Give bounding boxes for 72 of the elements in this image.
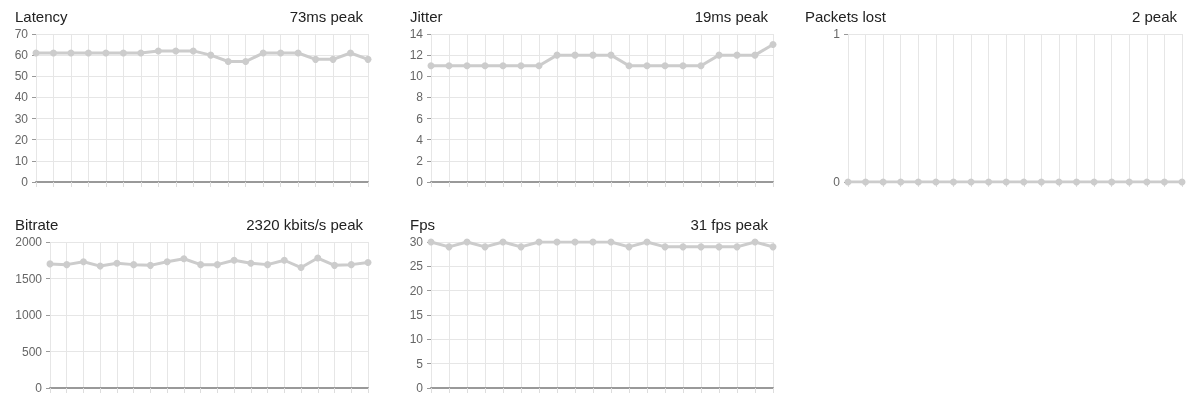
point	[230, 256, 238, 264]
chart-title: Latency	[15, 8, 69, 25]
point	[280, 256, 288, 264]
y-tick-label: 1500	[15, 271, 43, 286]
y-tick-label: 14	[409, 27, 424, 41]
point	[697, 62, 705, 70]
y-tick-label: 50	[14, 69, 29, 84]
point	[347, 261, 355, 269]
y-tick-label: 1	[833, 27, 841, 41]
chart-title: Jitter	[410, 8, 443, 25]
chart-subtitle: 31 fps peak	[690, 216, 769, 233]
chart-subtitle: 2 peak	[1131, 8, 1178, 25]
point	[297, 264, 305, 272]
point	[481, 62, 489, 70]
point	[643, 62, 651, 70]
y-tick-label: 25	[409, 259, 424, 274]
point	[163, 258, 171, 266]
y-tick-label: 8	[416, 90, 424, 105]
y-tick-label: 10	[409, 332, 424, 347]
point	[427, 62, 435, 70]
y-tick-label: 0	[21, 175, 29, 189]
y-tick-label: 0	[35, 381, 43, 395]
y-tick-label: 10	[409, 69, 424, 84]
y-tick-label: 30	[409, 235, 424, 249]
point	[146, 261, 154, 269]
point	[535, 62, 543, 70]
y-tick-label: 15	[409, 308, 424, 322]
point	[364, 258, 372, 266]
point	[197, 261, 205, 269]
y-tick-label: 6	[416, 111, 424, 126]
y-tick-label: 20	[409, 283, 424, 298]
y-tick-label: 500	[21, 344, 43, 359]
chart-title: Packets lost	[805, 8, 887, 25]
chart-subtitle: 73ms peak	[289, 8, 364, 25]
point	[463, 62, 471, 70]
y-tick-label: 10	[14, 153, 29, 168]
y-tick-label: 4	[416, 132, 424, 147]
point	[63, 261, 71, 269]
point	[79, 258, 87, 266]
chart-title: Fps	[410, 216, 436, 233]
y-tick-label: 70	[14, 27, 29, 41]
point	[661, 62, 669, 70]
point	[247, 259, 255, 267]
y-tick-label: 5	[416, 356, 424, 371]
y-tick-label: 20	[14, 132, 29, 147]
chart-title: Bitrate	[15, 216, 59, 233]
chart-subtitle: 2320 kbits/s peak	[246, 216, 364, 233]
point	[213, 261, 221, 269]
point	[679, 62, 687, 70]
y-tick-label: 2	[416, 153, 424, 168]
y-tick-label: 0	[833, 175, 841, 189]
y-tick-label: 40	[14, 90, 29, 105]
point	[180, 255, 188, 263]
y-tick-label: 0	[416, 381, 424, 395]
point	[331, 261, 339, 269]
y-tick-label: 0	[416, 175, 424, 189]
y-tick-label: 30	[14, 111, 29, 126]
y-tick-label: 1000	[15, 308, 43, 322]
point	[499, 62, 507, 70]
point	[130, 261, 138, 269]
point	[625, 62, 633, 70]
point	[113, 259, 121, 267]
y-tick-label: 60	[14, 48, 29, 63]
point	[314, 254, 322, 262]
point	[264, 261, 272, 269]
point	[445, 62, 453, 70]
point	[96, 262, 104, 270]
point	[769, 41, 777, 49]
y-tick-label: 2000	[15, 235, 43, 249]
chart-subtitle: 19ms peak	[694, 8, 769, 25]
point	[517, 62, 525, 70]
y-tick-label: 12	[409, 48, 424, 63]
